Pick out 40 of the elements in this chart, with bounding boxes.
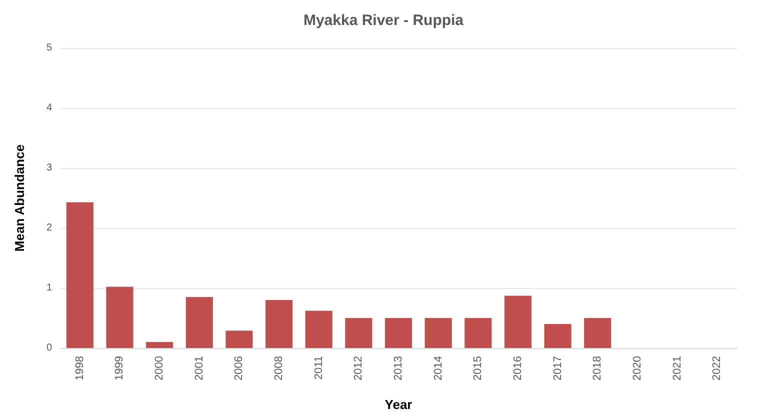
bar xyxy=(305,310,332,348)
y-tick-label: 2 xyxy=(46,222,52,234)
bar xyxy=(504,296,532,348)
y-tick-label: 5 xyxy=(46,42,52,54)
x-tick-label: 2022 xyxy=(711,356,724,380)
bar xyxy=(384,318,412,348)
x-tick-label: 2020 xyxy=(631,356,644,380)
x-tick-label: 2014 xyxy=(432,356,444,380)
bar xyxy=(186,297,213,348)
y-axis-title: Mean Abundance xyxy=(12,144,27,252)
x-tick-label: 2011 xyxy=(312,356,325,380)
y-tick-label: 3 xyxy=(46,162,52,174)
x-tick-label: 1999 xyxy=(114,356,126,380)
bar xyxy=(106,286,134,348)
x-tick-label: 2006 xyxy=(233,356,246,380)
x-tick-label: 2001 xyxy=(193,356,206,380)
x-tick-label: 2008 xyxy=(273,356,286,380)
y-tick-label: 1 xyxy=(46,282,52,294)
y-tick-label: 4 xyxy=(46,102,52,114)
bar xyxy=(146,342,174,348)
x-axis-title: Year xyxy=(384,397,412,412)
y-tick-label: 0 xyxy=(46,342,52,354)
bar xyxy=(584,318,612,348)
x-tick-label: 2013 xyxy=(392,356,404,380)
bar xyxy=(265,300,293,348)
chart-title: Myakka River - Ruppia xyxy=(303,12,464,29)
x-tick-label: 2018 xyxy=(592,356,604,380)
x-tick-label: 2015 xyxy=(472,356,484,380)
x-tick-label: 2021 xyxy=(671,356,684,380)
bar xyxy=(345,318,372,348)
bar xyxy=(464,318,492,348)
bar xyxy=(226,330,253,348)
bar xyxy=(424,318,452,348)
x-tick-label: 2017 xyxy=(552,356,564,380)
bar xyxy=(544,324,572,348)
x-tick-label: 1998 xyxy=(74,356,86,380)
bar xyxy=(66,202,94,348)
x-tick-label: 2016 xyxy=(512,356,524,380)
x-tick-label: 2012 xyxy=(352,356,365,380)
x-tick-label: 2000 xyxy=(154,356,166,380)
